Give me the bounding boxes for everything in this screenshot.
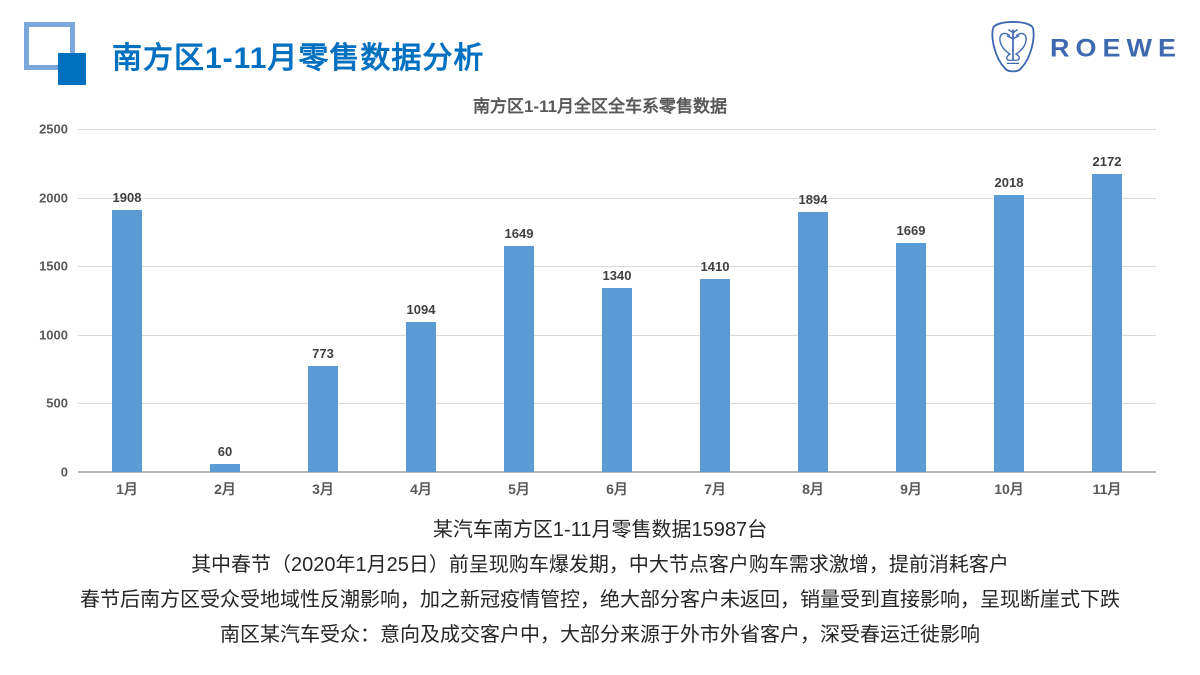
note-line-1: 某汽车南方区1-11月零售数据15987台 xyxy=(432,519,768,541)
bar-group: 773 xyxy=(274,129,372,472)
y-tick-label: 1000 xyxy=(39,327,68,343)
bar xyxy=(504,245,534,472)
bar-value-label: 1894 xyxy=(798,192,828,208)
x-tick-label: 8月 xyxy=(802,481,824,497)
x-tick-label: 1月 xyxy=(116,481,138,497)
x-tick-label: 6月 xyxy=(606,481,628,497)
gridline xyxy=(78,266,1156,268)
bar-group: 1410 xyxy=(666,129,764,472)
bar xyxy=(406,321,436,472)
bar-value-label: 773 xyxy=(312,345,334,361)
bar-group: 1908 xyxy=(78,129,176,472)
bar-group: 60 xyxy=(176,129,274,472)
x-tick-label: 4月 xyxy=(410,481,432,497)
bar-value-label: 1649 xyxy=(504,225,534,241)
roewe-wordmark: ROEWE xyxy=(1049,33,1182,62)
bar-group: 1649 xyxy=(470,129,568,472)
bar-group: 1894 xyxy=(764,129,862,472)
y-tick-label: 1500 xyxy=(39,258,68,274)
bar xyxy=(896,243,926,472)
y-axis-labels: 0 500 1000 1500 2000 2500 xyxy=(0,122,68,480)
bar xyxy=(210,463,240,472)
chart-title: 南方区1-11月全区全车系零售数据 xyxy=(472,97,728,116)
bar-value-label: 2172 xyxy=(1092,154,1122,170)
roewe-logo: ROEWE xyxy=(990,20,1182,76)
note-line-4: 南区某汽车受众：意向及成交客户中，大部分来源于外市外省客户，深受春运迁徙影响 xyxy=(220,624,980,646)
x-tick-label: 3月 xyxy=(312,481,334,497)
x-tick-label: 5月 xyxy=(508,481,530,497)
bar xyxy=(602,288,632,472)
bar xyxy=(112,210,142,472)
y-tick-label: 2000 xyxy=(39,190,68,206)
bar-value-label: 60 xyxy=(217,443,233,459)
bar-group: 1094 xyxy=(372,129,470,472)
bars-row: 1908 60 773 1094 1649 1340 1410 1894 1669 2018 217… xyxy=(78,129,1156,472)
bar xyxy=(700,278,730,472)
square-outline-shape xyxy=(24,22,75,70)
page-title: 南方区1-11月零售数据分析 xyxy=(112,42,485,75)
roewe-badge-icon xyxy=(991,21,1035,73)
bar-group: 2172 xyxy=(1058,129,1156,472)
title-decoration-icon xyxy=(24,22,88,86)
x-axis-labels: 1月 2月 3月 4月 5月 6月 7月 8月 9月 10月 11月 xyxy=(78,479,1156,499)
x-axis-line xyxy=(78,471,1156,473)
bar-value-label: 1908 xyxy=(112,190,142,206)
bar-group: 2018 xyxy=(960,129,1058,472)
square-fill-shape xyxy=(58,53,86,85)
bar xyxy=(994,195,1024,472)
gridline xyxy=(78,129,1156,130)
bar xyxy=(308,365,338,472)
bar-group: 1669 xyxy=(862,129,960,472)
bar xyxy=(798,212,828,472)
y-tick-label: 500 xyxy=(46,395,68,411)
notes-block: 某汽车南方区1-11月零售数据15987台 其中春节（2020年1月25日）前呈… xyxy=(0,513,1200,653)
bar-value-label: 1410 xyxy=(700,258,730,274)
bar-value-label: 1094 xyxy=(406,301,436,317)
bar-group: 1340 xyxy=(568,129,666,472)
note-line-3: 春节后南方区受众受地域性反潮影响，加之新冠疫情管控，绝大部分客户未返回，销量受到… xyxy=(80,589,1120,611)
bar-value-label: 1340 xyxy=(602,268,632,284)
y-tick-label: 0 xyxy=(60,464,68,480)
plot-area: 1908 60 773 1094 1649 1340 1410 1894 1669 2018 217… xyxy=(78,129,1156,473)
bar-value-label: 2018 xyxy=(994,175,1024,191)
x-tick-label: 7月 xyxy=(704,481,726,497)
x-tick-label: 9月 xyxy=(900,481,922,497)
y-tick-label: 2500 xyxy=(39,121,68,137)
bar xyxy=(1092,174,1122,472)
gridline xyxy=(78,197,1156,199)
x-tick-label: 10月 xyxy=(994,481,1024,497)
bar-value-label: 1669 xyxy=(896,223,926,239)
note-line-2: 其中春节（2020年1月25日）前呈现购车爆发期，中大节点客户购车需求激增，提前… xyxy=(191,554,1009,576)
x-tick-label: 2月 xyxy=(214,481,236,497)
x-tick-label: 11月 xyxy=(1092,481,1122,497)
